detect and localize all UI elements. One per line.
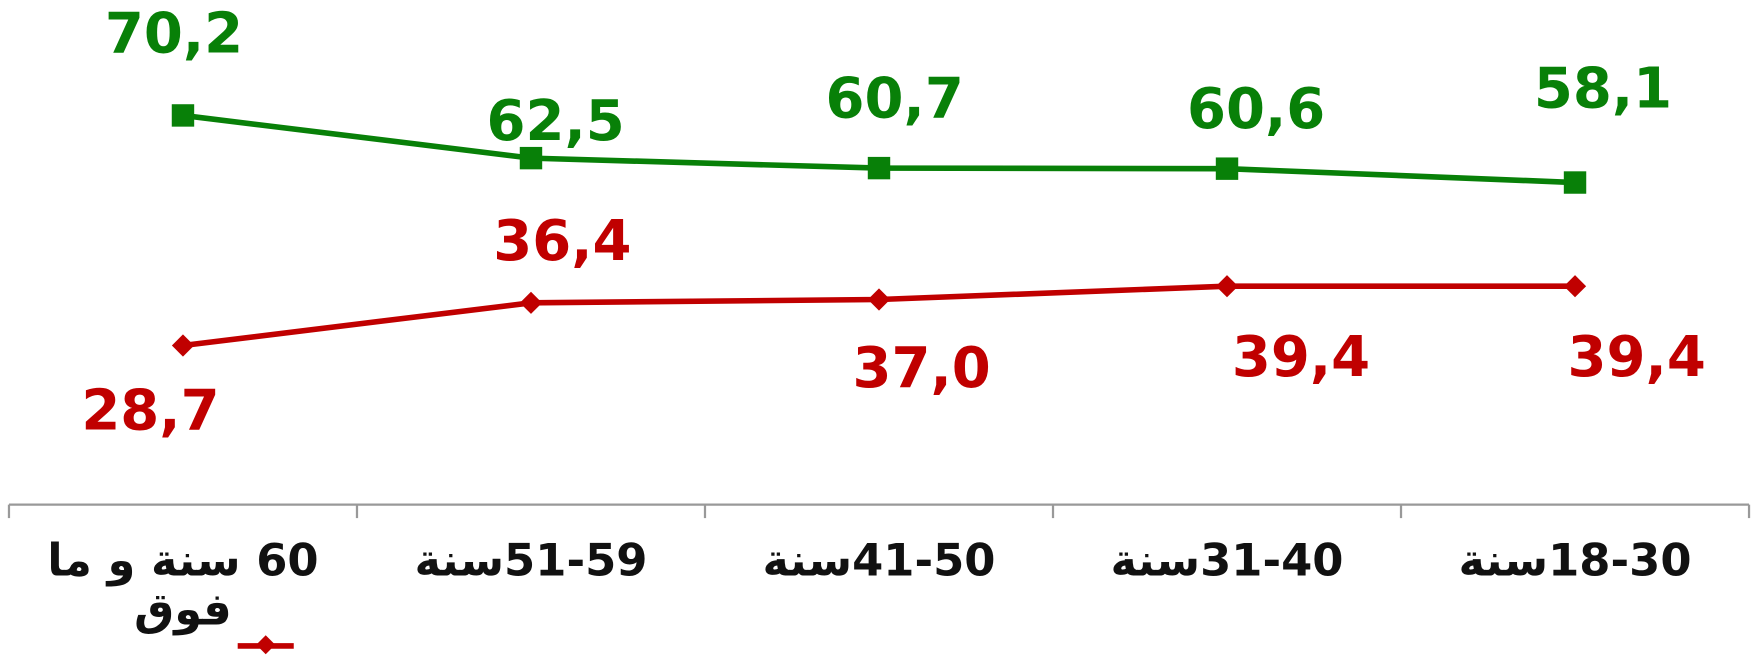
x-tick-label-box: 51-59سنة [414, 536, 648, 587]
point [867, 156, 891, 180]
data-label: 70,2 [105, 2, 243, 67]
point [519, 291, 543, 314]
point [171, 104, 195, 127]
x-tick-label-box: 60 سنة و ما فوق [47, 536, 319, 636]
data-label: 62,5 [487, 89, 625, 154]
point [171, 334, 195, 357]
x-tick-label: 51-59سنة [414, 536, 648, 587]
point [1215, 275, 1239, 298]
data-label: 58,1 [1534, 56, 1672, 121]
data-label: 37,0 [852, 336, 990, 401]
point [519, 146, 543, 170]
data-label: 60,7 [826, 67, 964, 132]
point [867, 288, 891, 311]
data-label: 39,4 [1568, 325, 1706, 390]
x-tick-label: 41-50سنة [762, 536, 996, 587]
data-label: 36,4 [493, 209, 631, 274]
x-tick-label: 60 سنة و ما فوق [47, 536, 319, 636]
x-tick-label-box: 18-30سنة [1458, 536, 1692, 587]
point [1563, 275, 1587, 298]
x-tick-label: 31-40سنة [1110, 536, 1344, 587]
point [1215, 157, 1239, 180]
data-label: 28,7 [81, 379, 219, 444]
data-label: 39,4 [1232, 325, 1370, 390]
x-tick-label-box: 41-50سنة [762, 536, 996, 587]
point [1563, 171, 1587, 194]
x-tick-label: 18-30سنة [1458, 536, 1692, 587]
x-tick-label-box: 31-40سنة [1110, 536, 1344, 587]
data-label: 60,6 [1187, 77, 1325, 142]
